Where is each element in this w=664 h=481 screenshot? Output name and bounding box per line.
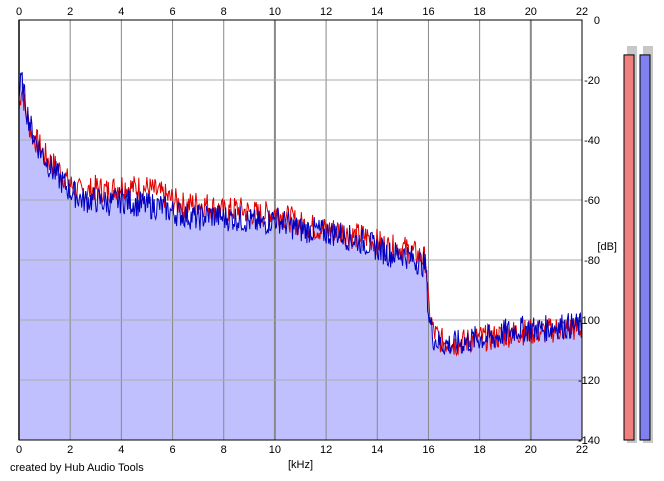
y-tick-label: 0 bbox=[594, 15, 600, 27]
series-line-1 bbox=[18, 72, 583, 355]
credit-text: created by Hub Audio Tools bbox=[10, 462, 144, 474]
y-tick-label: -140 bbox=[578, 435, 600, 447]
spectrum-fill bbox=[19, 72, 582, 440]
x-tick-label-bottom: 22 bbox=[576, 444, 588, 456]
x-tick-label-top: 22 bbox=[576, 6, 588, 18]
x-tick-label-top: 16 bbox=[422, 6, 434, 18]
x-tick-label-bottom: 4 bbox=[118, 444, 124, 456]
x-tick-label-bottom: 18 bbox=[474, 444, 486, 456]
x-tick-label-top: 12 bbox=[320, 6, 332, 18]
x-tick-label-bottom: 12 bbox=[320, 444, 332, 456]
x-tick-label-bottom: 0 bbox=[16, 444, 22, 456]
y-axis-label: [dB] bbox=[597, 241, 617, 253]
level-meter-0 bbox=[623, 54, 635, 441]
spectrum-series bbox=[18, 72, 583, 357]
x-tick-label-bottom: 2 bbox=[67, 444, 73, 456]
x-tick-label-top: 20 bbox=[525, 6, 537, 18]
level-meters bbox=[623, 46, 653, 443]
y-tick-label: -100 bbox=[578, 315, 600, 327]
x-tick-label-bottom: 20 bbox=[525, 444, 537, 456]
level-meter-1 bbox=[639, 54, 651, 441]
y-axis-ticks: 0 -20 -40 -60 -80 -100 -120 -140 bbox=[578, 15, 600, 447]
y-tick-label: -20 bbox=[584, 75, 600, 87]
x-tick-label-top: 8 bbox=[221, 6, 227, 18]
y-tick-label: -60 bbox=[584, 195, 600, 207]
x-tick-label-top: 0 bbox=[16, 6, 22, 18]
spectrum-area bbox=[19, 72, 582, 440]
x-tick-label-bottom: 6 bbox=[169, 444, 175, 456]
y-tick-label: -40 bbox=[584, 135, 600, 147]
x-axis-label: [kHz] bbox=[288, 459, 313, 471]
x-tick-label-bottom: 16 bbox=[422, 444, 434, 456]
x-tick-label-top: 6 bbox=[169, 6, 175, 18]
y-tick-label: -120 bbox=[578, 375, 600, 387]
x-tick-label-top: 18 bbox=[474, 6, 486, 18]
x-tick-label-bottom: 10 bbox=[269, 444, 281, 456]
plot-border bbox=[18, 19, 583, 441]
x-tick-label-top: 10 bbox=[269, 6, 281, 18]
x-tick-label-top: 2 bbox=[67, 6, 73, 18]
x-tick-label-top: 4 bbox=[118, 6, 124, 18]
y-tick-label: -80 bbox=[584, 255, 600, 267]
x-tick-label-top: 14 bbox=[371, 6, 383, 18]
x-tick-label-bottom: 8 bbox=[221, 444, 227, 456]
x-tick-label-bottom: 14 bbox=[371, 444, 383, 456]
